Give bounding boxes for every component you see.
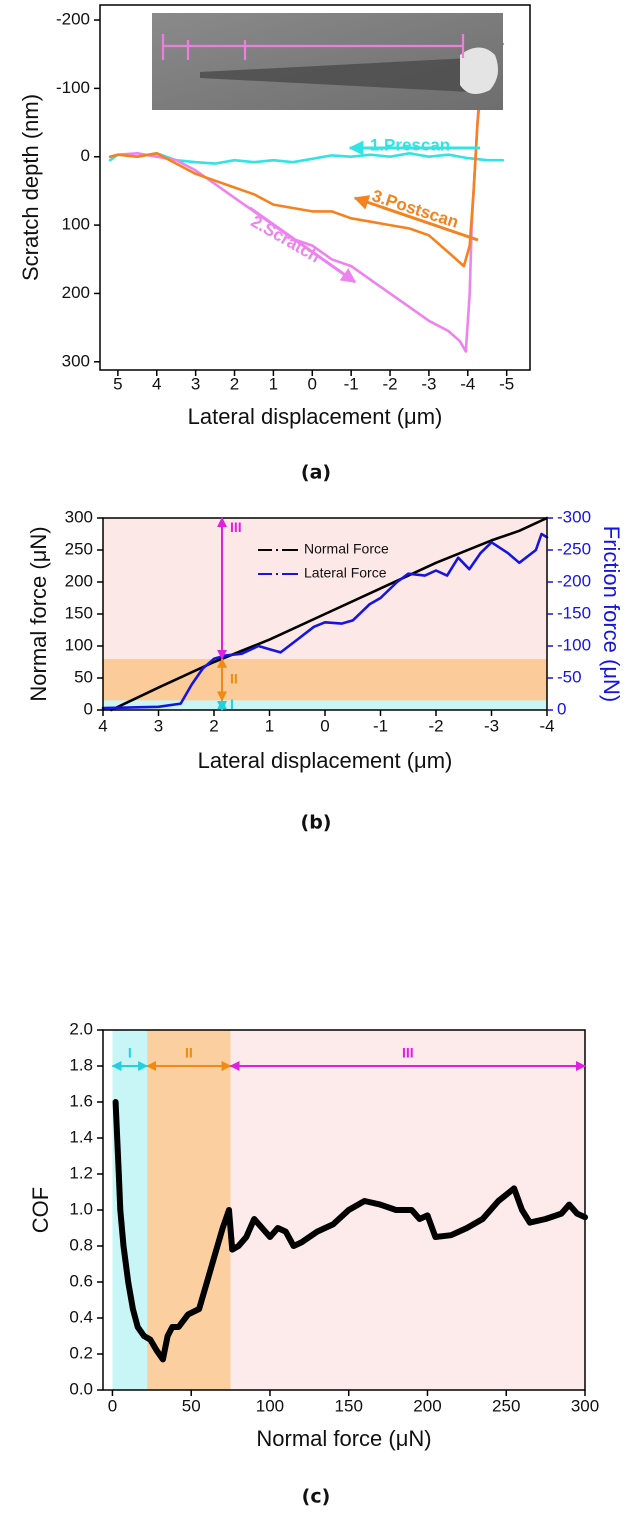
y-tick-label: 0.0 [69,1379,93,1398]
region-band [103,700,547,710]
x-tick-label: -2 [428,716,443,735]
y2-axis-title: Friction force (μN) [599,526,624,702]
x-tick-label: -4 [539,716,554,735]
legend-label: Normal Force [304,541,389,557]
y-tick-label: 100 [62,215,90,234]
x-tick-label: 150 [335,1396,363,1415]
region-band [147,1030,231,1390]
y-tick-label: 250 [65,539,93,558]
y2-tick-label: -100 [557,635,591,654]
y2-tick-label: -300 [557,507,591,526]
x-tick-label: -1 [344,374,359,393]
annotation-arrow [249,206,357,284]
x-tick-label: 2 [230,374,239,393]
x-tick-label: -2 [382,374,397,393]
sem-inset [152,13,503,110]
y2-tick-label: -150 [557,603,591,622]
x-tick-label: -4 [460,374,475,393]
x-tick-label: 5 [113,374,122,393]
data-line [110,516,549,712]
data-line [108,152,505,165]
x-tick-label: 3 [154,716,163,735]
region-label: I [230,696,234,712]
annotation: 2.Scratch [248,212,324,267]
y-tick-label: 0.8 [69,1235,93,1254]
x-tick-label: 0 [308,374,317,393]
x-tick-label: -3 [421,374,436,393]
x-tick-label: 1 [269,374,278,393]
y-tick-label: 0.2 [69,1343,93,1362]
data-line [112,1099,588,1363]
y-tick-label: 1.6 [69,1091,93,1110]
x-tick-label: 0 [320,716,329,735]
x-tick-label: 3 [191,374,200,393]
panel-label: (b) [301,812,332,834]
x-tick-label: 100 [256,1396,284,1415]
x-tick-label: 4 [98,716,107,735]
y-tick-label: 100 [65,635,93,654]
chart-panel: 5 4 3 2 1 0 -1 -2 -3 -4 -5 -200 -100 0 100 200 300 Latera… [18,4,531,484]
legend-label: Lateral Force [304,565,387,581]
y2-tick-label: -200 [557,571,591,590]
y-tick-label: 1.0 [69,1199,93,1218]
y-axis-title: Normal force (μN) [26,526,51,701]
x-axis-title: Lateral displacement (μm) [188,404,443,429]
region-band [103,518,547,659]
y-axis-title: Scratch depth (nm) [18,94,43,281]
region-label: I [128,1045,132,1061]
plot-frame [99,4,531,371]
y-tick-label: -200 [56,10,90,29]
y2-tick-label: -250 [557,539,591,558]
y-tick-label: 1.4 [69,1127,93,1146]
chart-panel: 0 50 100 150 200 250 300 0.0 0.2 0.4 0.6 0.8 1.0 1.2 1… [28,1019,599,1507]
y-tick-label: 1.2 [69,1163,93,1182]
y-tick-label: 200 [65,571,93,590]
x-axis-title: Normal force (μN) [256,1426,431,1451]
region-label: III [230,519,242,535]
x-tick-label: 1 [265,716,274,735]
annotation-arrow [353,195,479,242]
x-tick-label: 4 [152,374,161,393]
x-axis-title: Lateral displacement (μm) [198,748,453,773]
panel-label: (c) [302,1486,331,1508]
x-tick-label: 0 [108,1396,117,1415]
y-axis-title: COF [28,1187,53,1233]
y-tick-label: 1.8 [69,1055,93,1074]
y-tick-label: 0 [81,146,90,165]
y-tick-label: 0 [84,699,93,718]
y-tick-label: 2.0 [69,1019,93,1038]
annotation: 1.Prescan [370,135,450,154]
x-tick-label: -5 [499,374,514,393]
data-line [101,532,549,710]
region-label: III [402,1045,414,1061]
x-tick-label: 300 [571,1396,599,1415]
chart-panel: 4 3 2 1 0 -1 -2 -3 -40501001502002503000-50-100-… [26,507,624,833]
x-tick-label: 2 [209,716,218,735]
y2-tick-label: 0 [557,699,566,718]
y-tick-label: 150 [65,603,93,622]
y-tick-label: 0.6 [69,1271,93,1290]
data-line [108,40,505,268]
x-tick-label: 250 [492,1396,520,1415]
panel-label: (a) [301,462,331,484]
region-label: II [230,670,238,686]
region-label: II [185,1045,193,1061]
x-tick-label: 50 [182,1396,201,1415]
x-tick-label: 200 [413,1396,441,1415]
y-tick-label: 50 [74,667,93,686]
x-tick-label: -1 [373,716,388,735]
y-tick-label: 200 [62,283,90,302]
y-tick-label: 300 [65,507,93,526]
y2-tick-label: -50 [557,667,582,686]
region-band [103,658,547,701]
y-tick-label: 300 [62,351,90,370]
y-tick-label: 0.4 [69,1307,93,1326]
x-tick-label: -3 [484,716,499,735]
y-tick-label: -100 [56,78,90,97]
